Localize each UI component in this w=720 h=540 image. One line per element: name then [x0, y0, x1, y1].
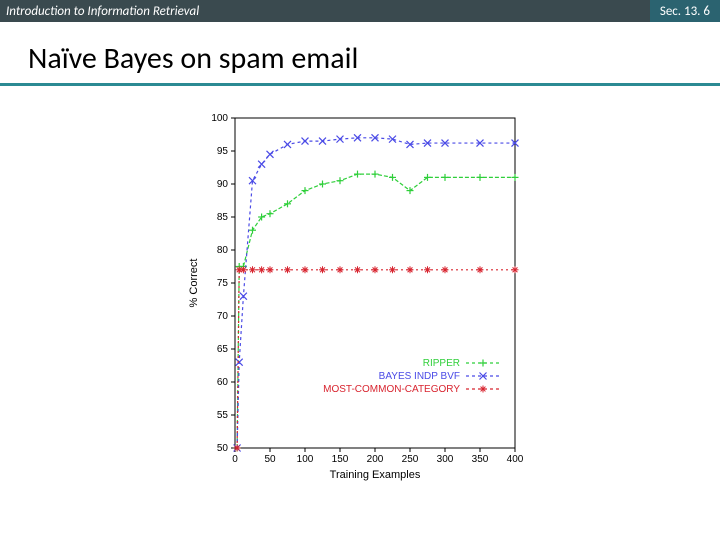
- svg-text:100: 100: [211, 113, 228, 124]
- svg-text:50: 50: [217, 443, 229, 454]
- header-left-text: Introduction to Information Retrieval: [6, 4, 650, 19]
- svg-text:Training Examples: Training Examples: [330, 469, 421, 481]
- svg-text:0: 0: [232, 454, 238, 465]
- svg-text:60: 60: [217, 377, 229, 388]
- title-underline: [0, 83, 720, 86]
- svg-text:65: 65: [217, 344, 229, 355]
- svg-text:MOST-COMMON-CATEGORY: MOST-COMMON-CATEGORY: [323, 384, 460, 395]
- svg-text:250: 250: [402, 454, 419, 465]
- performance-chart: 5055606570758085909510005010015020025030…: [180, 106, 540, 486]
- svg-text:100: 100: [297, 454, 314, 465]
- svg-text:400: 400: [507, 454, 524, 465]
- svg-text:70: 70: [217, 311, 229, 322]
- svg-text:RIPPER: RIPPER: [423, 358, 460, 369]
- svg-text:150: 150: [332, 454, 349, 465]
- svg-text:50: 50: [264, 454, 276, 465]
- svg-text:350: 350: [472, 454, 489, 465]
- svg-text:200: 200: [367, 454, 384, 465]
- svg-text:% Correct: % Correct: [188, 259, 200, 308]
- header-bar: Introduction to Information Retrieval Se…: [0, 0, 720, 22]
- svg-text:55: 55: [217, 410, 229, 421]
- svg-text:90: 90: [217, 179, 229, 190]
- header-right-badge: Sec. 13. 6: [650, 0, 720, 22]
- svg-text:95: 95: [217, 146, 229, 157]
- svg-text:75: 75: [217, 278, 229, 289]
- svg-text:300: 300: [437, 454, 454, 465]
- svg-text:80: 80: [217, 245, 229, 256]
- svg-text:85: 85: [217, 212, 229, 223]
- slide-title: Naïve Bayes on spam email: [28, 40, 720, 77]
- svg-text:BAYES INDP BVF: BAYES INDP BVF: [379, 371, 460, 382]
- chart-container: 5055606570758085909510005010015020025030…: [0, 106, 720, 486]
